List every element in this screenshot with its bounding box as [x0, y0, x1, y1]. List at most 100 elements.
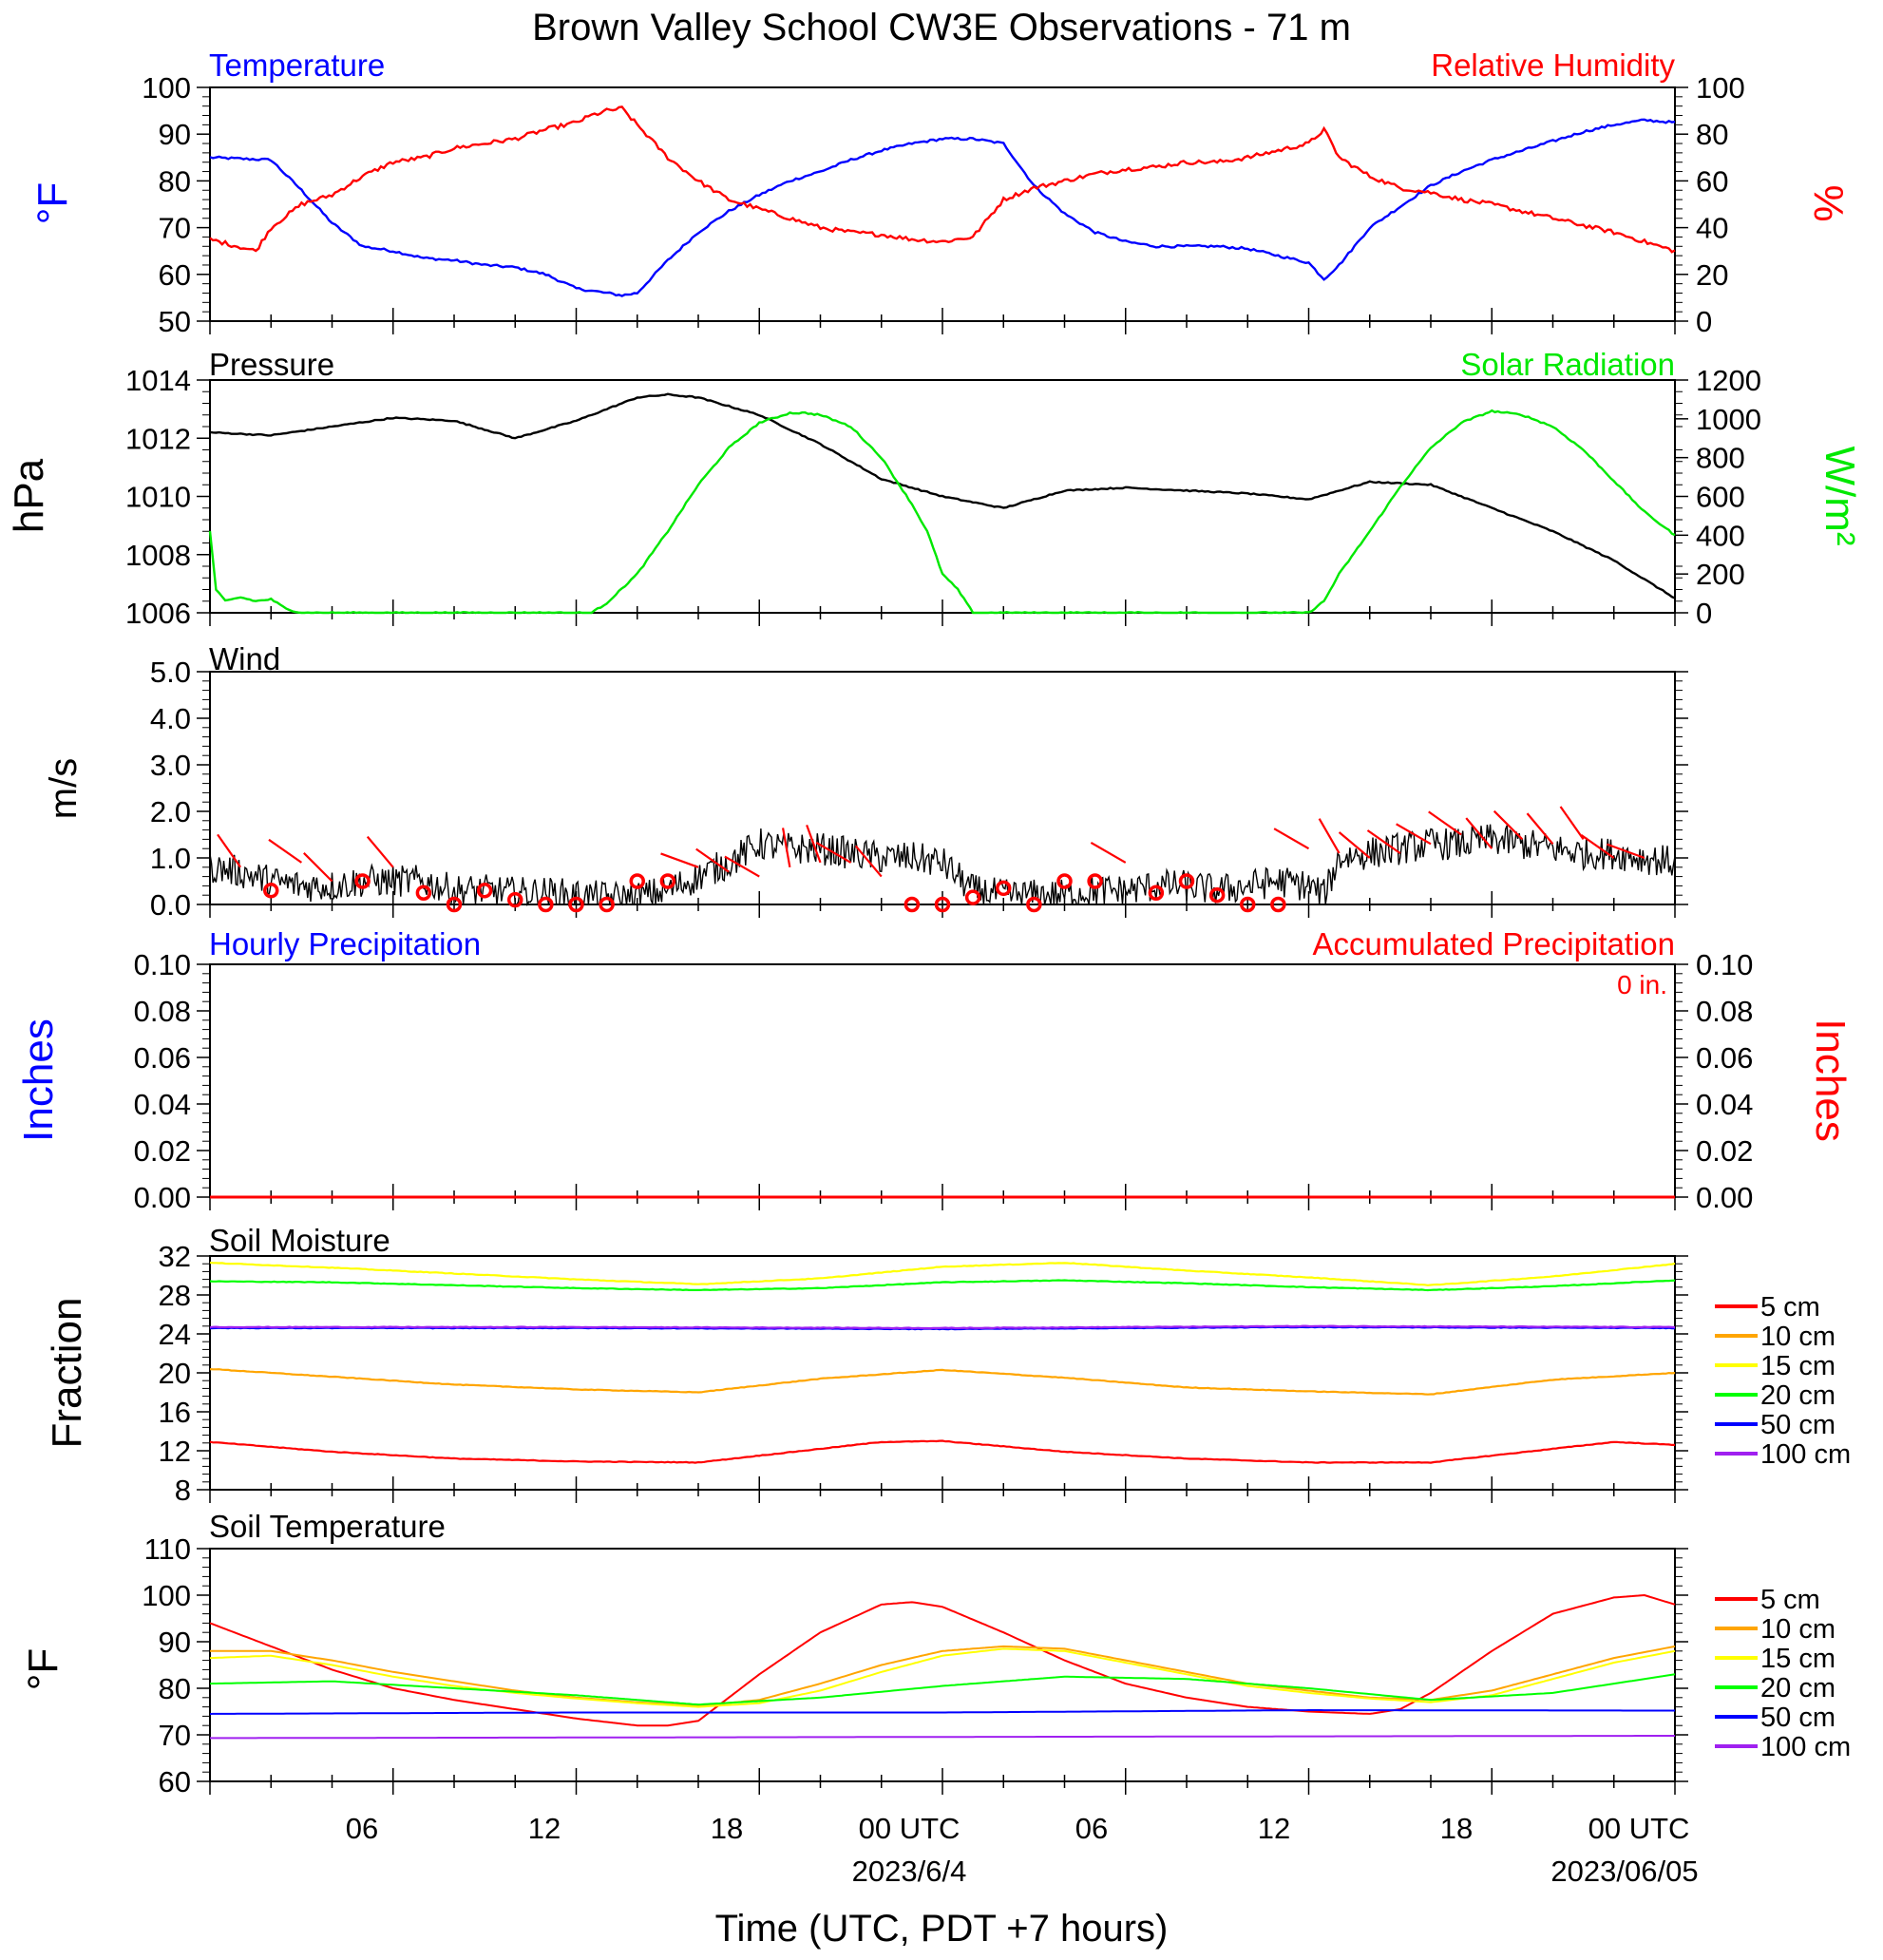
- soil-temp-line-0: [209, 1593, 1676, 1727]
- y-right-tick-label: 200: [1696, 558, 1745, 591]
- precip-border: [209, 963, 1676, 1198]
- panel-temp-rh-left-unit: °F: [29, 182, 76, 224]
- wind-barb-calm: [507, 891, 523, 908]
- y-tick-label: 24: [159, 1318, 191, 1351]
- y-right-tick-label: 0.02: [1696, 1134, 1753, 1168]
- soil-moisture-legend-label: 5 cm: [1760, 1292, 1820, 1323]
- wind-barb-calm: [1270, 896, 1286, 913]
- y-right-tick-label: 20: [1696, 258, 1728, 292]
- x-tick-label: 18: [711, 1812, 743, 1845]
- y-tick-label: 0.00: [134, 1181, 191, 1214]
- panel-wind-left-unit: m/s: [43, 758, 85, 819]
- soil-moisture-frame: 32 28 24 20 16 12 8: [159, 1240, 1688, 1507]
- wind-barb-calm: [1240, 896, 1256, 913]
- soil-temp-border: [209, 1548, 1676, 1782]
- wind-barb: [854, 845, 883, 878]
- wind-barb-calm: [1148, 885, 1165, 901]
- soil-moisture-line-3: [209, 1279, 1676, 1292]
- wind-barb-calm: [629, 873, 645, 889]
- y-tick-label: 0.0: [150, 888, 191, 922]
- x-date-label: 2023/06/05: [1550, 1855, 1698, 1888]
- y-tick-label: 60: [159, 1765, 191, 1798]
- soil-moisture-line-2: [209, 1261, 1676, 1286]
- panel-soil-moisture: Soil Moisture Fraction: [44, 1223, 390, 1448]
- panel-temp-rh-right-unit: %: [1805, 184, 1852, 221]
- wind-barb-calm: [446, 896, 463, 913]
- wind-barb-calm: [538, 896, 554, 913]
- panel-wind: Wind m/s: [43, 641, 280, 819]
- wind-barb-calm: [659, 873, 676, 889]
- panel-pressure-right-unit: W/m²: [1816, 446, 1863, 545]
- y-tick-label: 1.0: [150, 842, 191, 875]
- y-tick-label: 0.10: [134, 948, 191, 981]
- y-tick-label: 8: [175, 1474, 191, 1507]
- panel-soil-moisture-left-unit: Fraction: [44, 1298, 90, 1449]
- x-tick-label: 00 UTC: [859, 1812, 961, 1845]
- y-tick-label: 12: [159, 1435, 191, 1468]
- wind-barb: [1493, 809, 1524, 841]
- y-tick-label: 50: [159, 305, 191, 338]
- y-tick-label: 2.0: [150, 795, 191, 828]
- y-tick-label: 60: [159, 258, 191, 292]
- x-tick-label: 06: [346, 1812, 378, 1845]
- wind-barb-calm: [415, 885, 432, 901]
- y-tick-label: 5.0: [150, 656, 191, 689]
- soil-moisture-line-5: [209, 1324, 1676, 1330]
- soil-temp-line-2: [209, 1647, 1676, 1708]
- y-tick-label: 100: [142, 1579, 191, 1612]
- y-right-tick-label: 0.06: [1696, 1041, 1753, 1075]
- x-tick-label: 00 UTC: [1588, 1812, 1690, 1845]
- x-axis: 06 12 18 00 UTC 06 12 18 00 UTC 2023/6/4…: [346, 1812, 1699, 1950]
- wind-barb-calm: [1026, 896, 1042, 913]
- y-tick-label: 1008: [125, 539, 191, 572]
- y-tick-label: 32: [159, 1240, 191, 1273]
- soil-temp-legend-label: 15 cm: [1760, 1644, 1835, 1674]
- panel-pressure-left-title: Pressure: [209, 347, 334, 382]
- panel-wind-left-title: Wind: [209, 641, 280, 676]
- y-right-tick-label: 0.00: [1696, 1181, 1753, 1214]
- x-tick-label: 12: [1258, 1812, 1290, 1845]
- wind-barb-calm: [964, 889, 981, 905]
- soil-moisture-line-0: [209, 1439, 1675, 1464]
- y-tick-label: 0.06: [134, 1041, 191, 1075]
- temp-rh-frame: 100 90 80 70 60 50 100 80 60 40 20 0: [142, 71, 1744, 338]
- y-tick-label: 0.02: [134, 1134, 191, 1168]
- y-tick-label: 70: [159, 1719, 191, 1752]
- wind-barb: [1396, 823, 1432, 846]
- wind-barb: [695, 847, 730, 873]
- y-right-tick-label: 400: [1696, 519, 1745, 552]
- pressure-line: [209, 392, 1676, 599]
- panel-precip: Hourly Precipitation Accumulated Precipi…: [15, 926, 1854, 1142]
- y-tick-label: 100: [142, 71, 191, 105]
- wind-barb-calm: [1056, 873, 1073, 889]
- soil-moisture-legend-label: 15 cm: [1760, 1351, 1835, 1381]
- wind-barb-calm: [599, 896, 615, 913]
- y-tick-label: 16: [159, 1396, 191, 1429]
- humidity-line: [209, 105, 1676, 254]
- y-right-tick-label: 80: [1696, 118, 1728, 151]
- y-right-tick-label: 0.10: [1696, 948, 1753, 981]
- x-tick-label: 12: [528, 1812, 561, 1845]
- y-tick-label: 1010: [125, 481, 191, 514]
- y-tick-label: 70: [159, 212, 191, 245]
- y-right-tick-label: 100: [1696, 71, 1745, 105]
- y-tick-label: 80: [159, 164, 191, 198]
- temperature-line: [209, 118, 1676, 297]
- x-date-label: 2023/6/4: [852, 1855, 967, 1888]
- wind-barb: [1273, 828, 1310, 850]
- wind-barb: [781, 828, 791, 867]
- soil-moisture-legend-label: 100 cm: [1760, 1439, 1851, 1470]
- soil-temp-line-3: [209, 1673, 1676, 1706]
- panel-precip-right-title: Accumulated Precipitation: [1312, 926, 1675, 961]
- y-right-tick-label: 800: [1696, 442, 1745, 475]
- wind-barb: [1526, 812, 1554, 846]
- wind-barb: [724, 855, 760, 878]
- soil-temp-legend-label: 20 cm: [1760, 1673, 1835, 1703]
- panel-precip-left-title: Hourly Precipitation: [209, 926, 481, 961]
- y-tick-label: 28: [159, 1279, 191, 1312]
- wind-barb-calm: [568, 896, 584, 913]
- wind-barb: [660, 852, 699, 868]
- soil-moisture-legend-label: 20 cm: [1760, 1380, 1835, 1411]
- y-tick-label: 3.0: [150, 749, 191, 782]
